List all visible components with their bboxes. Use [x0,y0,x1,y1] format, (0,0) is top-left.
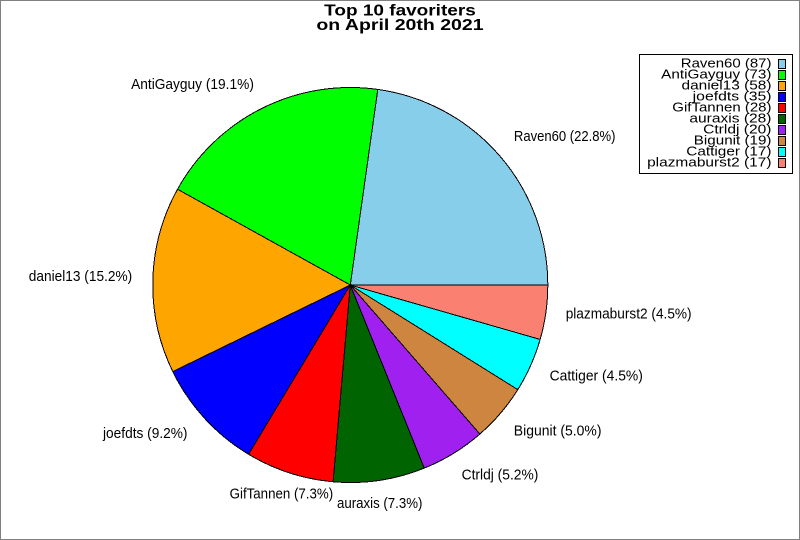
svg-text:daniel13 (15.2%): daniel13 (15.2%) [29,269,132,285]
svg-text:Raven60 (87): Raven60 (87) [681,56,772,70]
svg-text:joefdts (35): joefdts (35) [691,89,771,103]
svg-text:AntiGayguy (73): AntiGayguy (73) [661,67,771,81]
svg-text:Raven60 (22.8%): Raven60 (22.8%) [514,129,616,145]
svg-text:Ctrldj (5.2%): Ctrldj (5.2%) [462,467,539,483]
svg-text:auraxis (28): auraxis (28) [689,111,771,125]
svg-text:GifTannen (7.3%): GifTannen (7.3%) [230,486,334,502]
svg-text:daniel13 (58): daniel13 (58) [682,78,772,92]
svg-text:Ctrldj (20): Ctrldj (20) [703,122,771,136]
svg-text:GifTannen (28): GifTannen (28) [672,100,771,114]
svg-text:Bigunit (19): Bigunit (19) [694,133,772,147]
svg-text:on April 20th 2021: on April 20th 2021 [316,17,484,34]
svg-text:plazmaburst2 (4.5%): plazmaburst2 (4.5%) [566,307,692,323]
svg-text:Top 10 favoriters: Top 10 favoriters [324,2,476,19]
svg-text:plazmaburst2 (17): plazmaburst2 (17) [647,155,771,169]
svg-text:joefdts (9.2%): joefdts (9.2%) [102,426,187,442]
svg-text:Bigunit (5.0%): Bigunit (5.0%) [514,423,602,439]
svg-text:Cattiger (17): Cattiger (17) [686,144,771,158]
svg-text:AntiGayguy (19.1%): AntiGayguy (19.1%) [131,77,254,93]
svg-text:Cattiger (4.5%): Cattiger (4.5%) [550,368,643,384]
svg-text:auraxis (7.3%): auraxis (7.3%) [337,496,422,512]
